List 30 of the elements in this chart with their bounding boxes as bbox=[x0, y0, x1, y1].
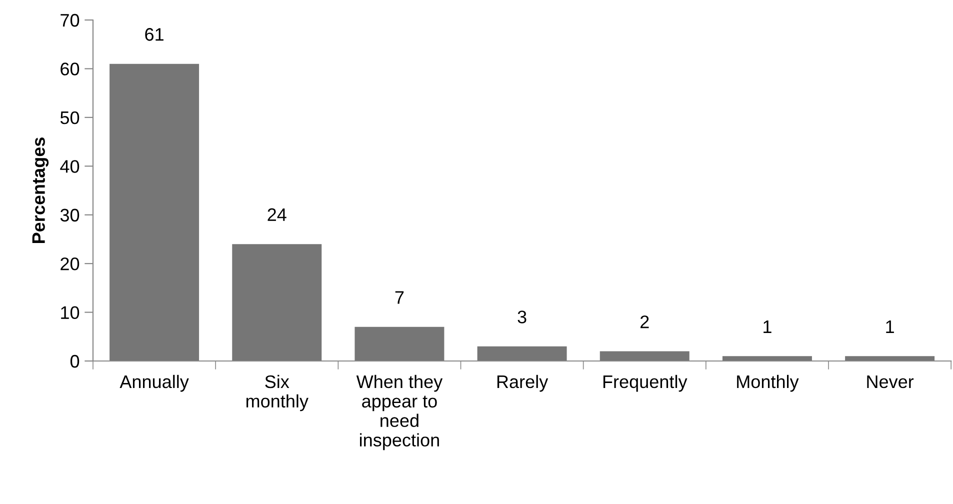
y-tick-label: 30 bbox=[60, 208, 80, 222]
bar bbox=[110, 64, 200, 361]
data-label: 24 bbox=[268, 208, 286, 221]
y-tick-label: 10 bbox=[61, 306, 80, 320]
y-tick-label: 0 bbox=[70, 354, 80, 368]
data-label: 1 bbox=[764, 320, 772, 333]
x-tick-label: Rarely bbox=[497, 374, 548, 392]
y-tick-label: 50 bbox=[60, 111, 80, 124]
data-label: 1 bbox=[886, 320, 894, 333]
bar bbox=[600, 351, 690, 361]
x-tick-label: When they appear to need inspection bbox=[356, 374, 443, 450]
y-tick-label: 70 bbox=[60, 14, 80, 27]
data-label: 7 bbox=[395, 291, 404, 304]
x-tick-label: Never bbox=[867, 376, 914, 388]
y-axis-title: Percentages bbox=[32, 138, 49, 243]
bar bbox=[845, 356, 935, 361]
x-tick-label: Six monthly bbox=[246, 374, 308, 412]
bar bbox=[354, 326, 444, 361]
bar bbox=[722, 356, 812, 361]
data-label: 2 bbox=[640, 315, 649, 328]
bar bbox=[477, 346, 567, 361]
x-tick-label: Frequently bbox=[603, 374, 688, 392]
y-tick-label: 20 bbox=[60, 258, 80, 270]
data-label: 61 bbox=[145, 28, 164, 41]
y-tick-label: 40 bbox=[60, 160, 80, 173]
y-tick-label: 60 bbox=[60, 62, 80, 76]
bar bbox=[232, 244, 322, 361]
x-tick-label: Monthly bbox=[737, 374, 799, 392]
data-label: 3 bbox=[518, 310, 526, 324]
x-tick-label: Annually bbox=[120, 374, 189, 392]
